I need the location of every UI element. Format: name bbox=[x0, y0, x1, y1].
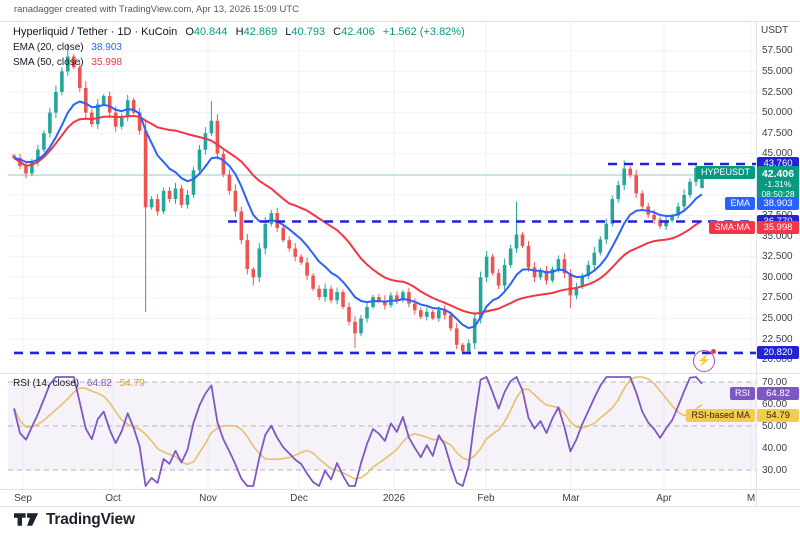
time-axis-label: Sep bbox=[14, 493, 32, 504]
sma-value: 35.998 bbox=[91, 57, 122, 68]
price-scale-unit-label: USDT bbox=[761, 25, 789, 36]
price-tick-label: 50.000 bbox=[762, 107, 793, 119]
price-tick-label: 35.000 bbox=[762, 230, 793, 242]
price-tick-label: 30.000 bbox=[762, 271, 793, 283]
price-tick-label: 32.500 bbox=[762, 251, 793, 263]
ohlc-open-value: 40.844 bbox=[193, 26, 228, 38]
price-tick-label: 47.500 bbox=[762, 127, 793, 139]
rsi-value: 64.82 bbox=[86, 378, 112, 389]
price-tick-label: 55.000 bbox=[762, 65, 793, 77]
price-tick-label: 57.500 bbox=[762, 45, 793, 57]
flash-icon[interactable]: ⚡ bbox=[693, 349, 716, 372]
tradingview-logo-icon bbox=[14, 513, 39, 526]
rsi-tick-label: 60.00 bbox=[762, 398, 788, 410]
rsi-tick-label: 70.00 bbox=[762, 376, 788, 388]
time-axis-label: Nov bbox=[199, 493, 217, 504]
price-tick-label: 37.500 bbox=[762, 210, 793, 222]
rsi-label: RSI (14, close) bbox=[13, 378, 80, 389]
change-value: +1.562 (+3.82%) bbox=[382, 26, 465, 38]
price-tick-label: 52.500 bbox=[762, 86, 793, 98]
rsi-ma-value: 54.79 bbox=[119, 378, 145, 389]
sma-label: SMA (50, close) bbox=[13, 57, 84, 68]
sma-legend-row[interactable]: SMA (50, close) 35.998 bbox=[13, 55, 465, 70]
ohlc-open-label: O bbox=[185, 26, 194, 38]
rsi-tick-label: 40.00 bbox=[762, 442, 788, 454]
rsi-legend-row[interactable]: RSI (14, close) 64.82 54.79 bbox=[13, 378, 145, 389]
attribution-text: ranadagger created with TradingView.com,… bbox=[14, 4, 299, 15]
ohlc-high-value: 42.869 bbox=[243, 26, 278, 38]
ohlc-close-value: 42.406 bbox=[341, 26, 375, 38]
ohlc-close-label: C bbox=[333, 26, 342, 38]
notification-dot bbox=[711, 349, 716, 354]
price-tick-label: 42.500 bbox=[762, 168, 793, 180]
symbol-title: Hyperliquid / Tether · 1D · KuCoin bbox=[13, 26, 178, 38]
ema-legend-row[interactable]: EMA (20, close) 38.903 bbox=[13, 40, 465, 55]
price-tick-label: 40.000 bbox=[762, 189, 793, 201]
time-axis-label: Feb bbox=[477, 493, 495, 504]
price-tick-label: 25.000 bbox=[762, 312, 793, 324]
time-axis-label: M bbox=[746, 493, 756, 504]
symbol-legend-row[interactable]: Hyperliquid / Tether · 1D · KuCoin O40.8… bbox=[13, 25, 465, 40]
time-axis-label: Apr bbox=[656, 493, 672, 504]
tradingview-logo[interactable]: TradingView bbox=[14, 510, 135, 529]
rsi-tick-label: 30.00 bbox=[762, 464, 788, 476]
tradingview-logo-text: TradingView bbox=[46, 510, 135, 528]
chart-legend: Hyperliquid / Tether · 1D · KuCoin O40.8… bbox=[13, 25, 465, 70]
lightning-glyph: ⚡ bbox=[697, 355, 711, 367]
time-axis[interactable]: Sep Oct Nov Dec 2026 Feb Mar Apr M bbox=[0, 489, 756, 506]
time-axis-label: Oct bbox=[105, 493, 121, 504]
time-axis-label: 2026 bbox=[382, 493, 406, 504]
price-tick-label: 20.000 bbox=[762, 354, 793, 366]
rsi-tick-label: 50.00 bbox=[762, 420, 788, 432]
ohlc-low-value: 40.793 bbox=[291, 26, 326, 38]
price-tick-label: 27.500 bbox=[762, 292, 793, 304]
time-axis-label: Mar bbox=[562, 493, 580, 504]
time-axis-label: Dec bbox=[290, 493, 308, 504]
ohlc-low-label: L bbox=[285, 26, 292, 38]
ohlc-high-label: H bbox=[235, 26, 244, 38]
price-scale-axis[interactable]: 57.500 55.000 52.500 50.000 47.500 45.000 42.5… bbox=[757, 22, 800, 489]
price-tick-label: 45.000 bbox=[762, 148, 793, 160]
price-tick-label: 22.500 bbox=[762, 333, 793, 345]
ema-value: 38.903 bbox=[91, 42, 122, 53]
ema-label: EMA (20, close) bbox=[13, 42, 84, 53]
